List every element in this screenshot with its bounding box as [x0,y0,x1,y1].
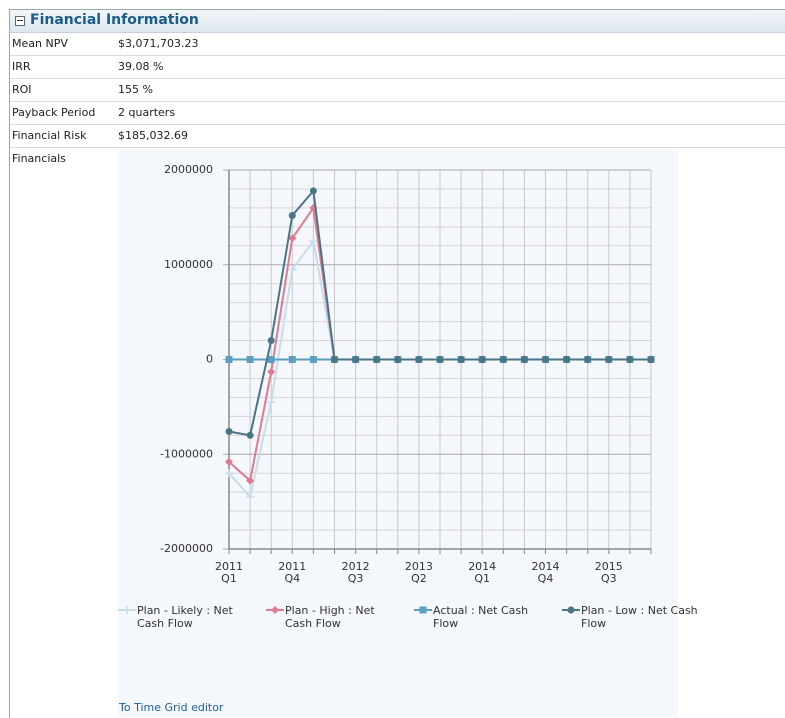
row-label: Payback Period [12,106,96,119]
x-tick-year: 2014 [468,560,496,573]
marker [288,211,296,219]
legend-label: Plan - Low : Net Cash Flow [581,604,698,630]
info-row: Financial Risk $185,032.69 [10,125,785,148]
time-grid-link[interactable]: To Time Grid editor [119,701,224,714]
legend-label: Plan - Likely : Net Cash Flow [137,604,233,630]
marker [246,356,254,363]
marker [352,356,360,363]
info-row: ROI 155 % [10,79,785,102]
marker [415,356,423,363]
row-label: Financial Risk [12,129,87,142]
marker [123,606,131,614]
panel-header[interactable]: Financial Information [10,10,785,33]
y-tick-label: -2000000 [160,542,213,555]
row-value: 39.08 % [118,60,164,73]
marker [288,265,297,274]
marker [605,356,613,363]
marker [647,356,655,363]
row-value: $185,032.69 [118,129,188,142]
marker [457,356,465,363]
y-tick-label: 0 [206,353,213,366]
marker [246,492,255,501]
y-tick-label: -1000000 [160,447,213,460]
y-tick-label: 1000000 [164,258,213,271]
legend-label: Actual : Net Cash Flow [433,604,529,630]
financials-label: Financials [12,152,66,165]
x-tick-year: 2014 [532,560,560,573]
x-tick-quarter: Q1 [221,572,237,585]
marker [499,356,507,363]
marker [584,356,592,363]
marker [373,356,381,363]
marker [419,606,427,614]
x-tick-year: 2015 [595,560,623,573]
info-row: Mean NPV $3,071,703.23 [10,33,785,56]
legend-label: Plan - High : Net Cash Flow [285,604,375,630]
marker [394,356,402,363]
row-label: IRR [12,60,31,73]
row-value: $3,071,703.23 [118,37,199,50]
marker [225,457,233,466]
row-value: 2 quarters [118,106,176,119]
marker [331,356,338,363]
legend-swatch [266,606,284,614]
marker [567,606,575,614]
info-row: IRR 39.08 % [10,56,785,79]
legend-item: Plan - High : Net Cash Flow [266,604,416,636]
marker [309,237,318,246]
x-tick-year: 2011 [278,560,306,573]
x-tick-year: 2011 [215,560,243,573]
marker [225,469,233,478]
marker [309,356,317,363]
marker [271,606,279,614]
marker [267,356,275,363]
marker [225,428,233,436]
marker [246,431,254,439]
legend-item: Plan - Likely : Net Cash Flow [118,604,268,636]
marker [309,187,317,195]
row-label: Mean NPV [12,37,68,50]
marker [267,367,276,376]
panel-title: Financial Information [30,12,199,28]
legend-item: Actual : Net Cash Flow [414,604,564,636]
marker [267,398,276,407]
marker [478,356,486,363]
marker [246,476,255,485]
x-tick-quarter: Q3 [348,572,364,585]
marker [288,356,296,363]
y-tick-label: 2000000 [164,163,213,176]
marker [626,356,634,363]
x-tick-year: 2013 [405,560,433,573]
legend-swatch [562,606,580,614]
legend-swatch [414,606,432,614]
x-tick-quarter: Q2 [411,572,427,585]
legend-item: Plan - Low : Net Cash Flow [562,604,712,636]
x-tick-quarter: Q4 [538,572,554,585]
info-row: Payback Period 2 quarters [10,102,785,125]
x-tick-quarter: Q3 [601,572,617,585]
legend-swatch [118,606,136,614]
panel-frame [9,9,785,718]
collapse-icon[interactable] [15,16,25,26]
marker [288,234,297,243]
marker [436,356,444,363]
row-value: 155 % [118,83,153,96]
x-tick-year: 2012 [342,560,370,573]
marker [542,356,549,363]
marker [267,337,275,345]
marker [563,356,571,363]
marker [520,356,528,363]
x-tick-quarter: Q1 [474,572,490,585]
marker [225,356,233,363]
row-label: ROI [12,83,32,96]
x-tick-quarter: Q4 [284,572,300,585]
